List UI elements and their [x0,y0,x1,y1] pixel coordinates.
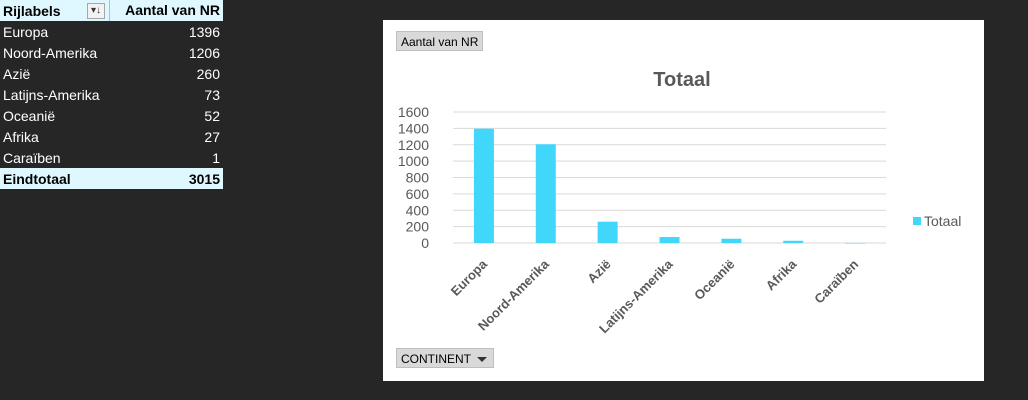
bar [597,221,618,243]
pivot-row-value: 27 [204,128,220,145]
bar [659,237,680,243]
chart-title: Totaal [653,69,710,91]
pivot-row[interactable]: Caraïben 1 [0,147,223,168]
axis-field-label: CONTINENT [401,352,471,366]
pivot-header-row-label-cell[interactable]: Rijlabels ▾↓ [0,2,109,19]
y-tick-label: 1000 [398,153,429,169]
bar [535,144,556,243]
pivot-row[interactable]: Noord-Amerika 1206 [0,42,223,63]
y-tick-label: 200 [406,219,430,235]
pivot-row[interactable]: Afrika 27 [0,126,223,147]
pivot-row-label: Noord-Amerika [3,44,98,61]
y-tick-label: 400 [406,202,430,218]
category-label: Caraïben [811,256,861,306]
pivot-row-value: 260 [196,65,220,82]
pivot-row-label: Azië [3,65,31,82]
value-field-button[interactable]: Aantal van NR [396,31,484,51]
pivot-header-row: Rijlabels ▾↓ Aantal van NR [0,0,223,21]
bar [845,242,866,244]
pivot-row-value: 1 [212,149,220,166]
pivot-row[interactable]: Oceanië 52 [0,105,223,126]
pivot-row-label: Oceanië [3,107,56,124]
dropdown-arrow-icon [477,357,487,362]
pivot-row-value: 73 [204,86,220,103]
row-labels-header: Rijlabels [3,2,61,19]
pivot-row-label: Europa [3,23,49,40]
bar [721,238,742,243]
legend-label: Totaal [924,213,961,229]
pivot-row-value: 1396 [188,23,220,40]
pivot-total-row[interactable]: Eindtotaal 3015 [0,168,223,189]
pivot-row-label: Latijns-Amerika [3,86,100,103]
y-tick-label: 800 [406,170,430,186]
sort-filter-icon[interactable]: ▾↓ [87,2,105,19]
total-label: Eindtotaal [3,170,71,187]
pivot-chart[interactable]: Totaal 0 200 400 600 800 1000 1200 1400 1600 Europ… [383,20,984,381]
category-label: Oceanië [691,257,737,303]
pivot-row-label: Afrika [3,128,39,145]
axis-field-button[interactable]: CONTINENT [396,348,494,368]
bar [473,128,494,243]
pivot-row-value: 52 [204,107,220,124]
pivot-row[interactable]: Europa 1396 [0,21,223,42]
legend-swatch [913,217,921,225]
category-label: Europa [448,256,491,299]
pivot-row-value: 1206 [188,44,220,61]
bar [783,240,804,243]
total-value: 3015 [188,170,220,187]
category-label: Azië [584,257,614,287]
y-tick-label: 1600 [398,104,429,120]
value-header[interactable]: Aantal van NR [109,0,223,21]
y-tick-label: 0 [421,235,429,251]
pivot-row[interactable]: Azië 260 [0,63,223,84]
y-tick-label: 1200 [398,137,429,153]
pivot-row[interactable]: Latijns-Amerika 73 [0,84,223,105]
pivot-rows: Europa 1396 Noord-Amerika 1206 Azië 260 Latijn… [0,21,223,168]
category-label: Afrika [763,256,800,293]
pivot-table: Rijlabels ▾↓ Aantal van NR Europa 1396 Noo… [0,0,223,189]
y-tick-label: 600 [406,186,430,202]
y-tick-label: 1400 [398,120,429,136]
pivot-row-label: Caraïben [3,149,61,166]
